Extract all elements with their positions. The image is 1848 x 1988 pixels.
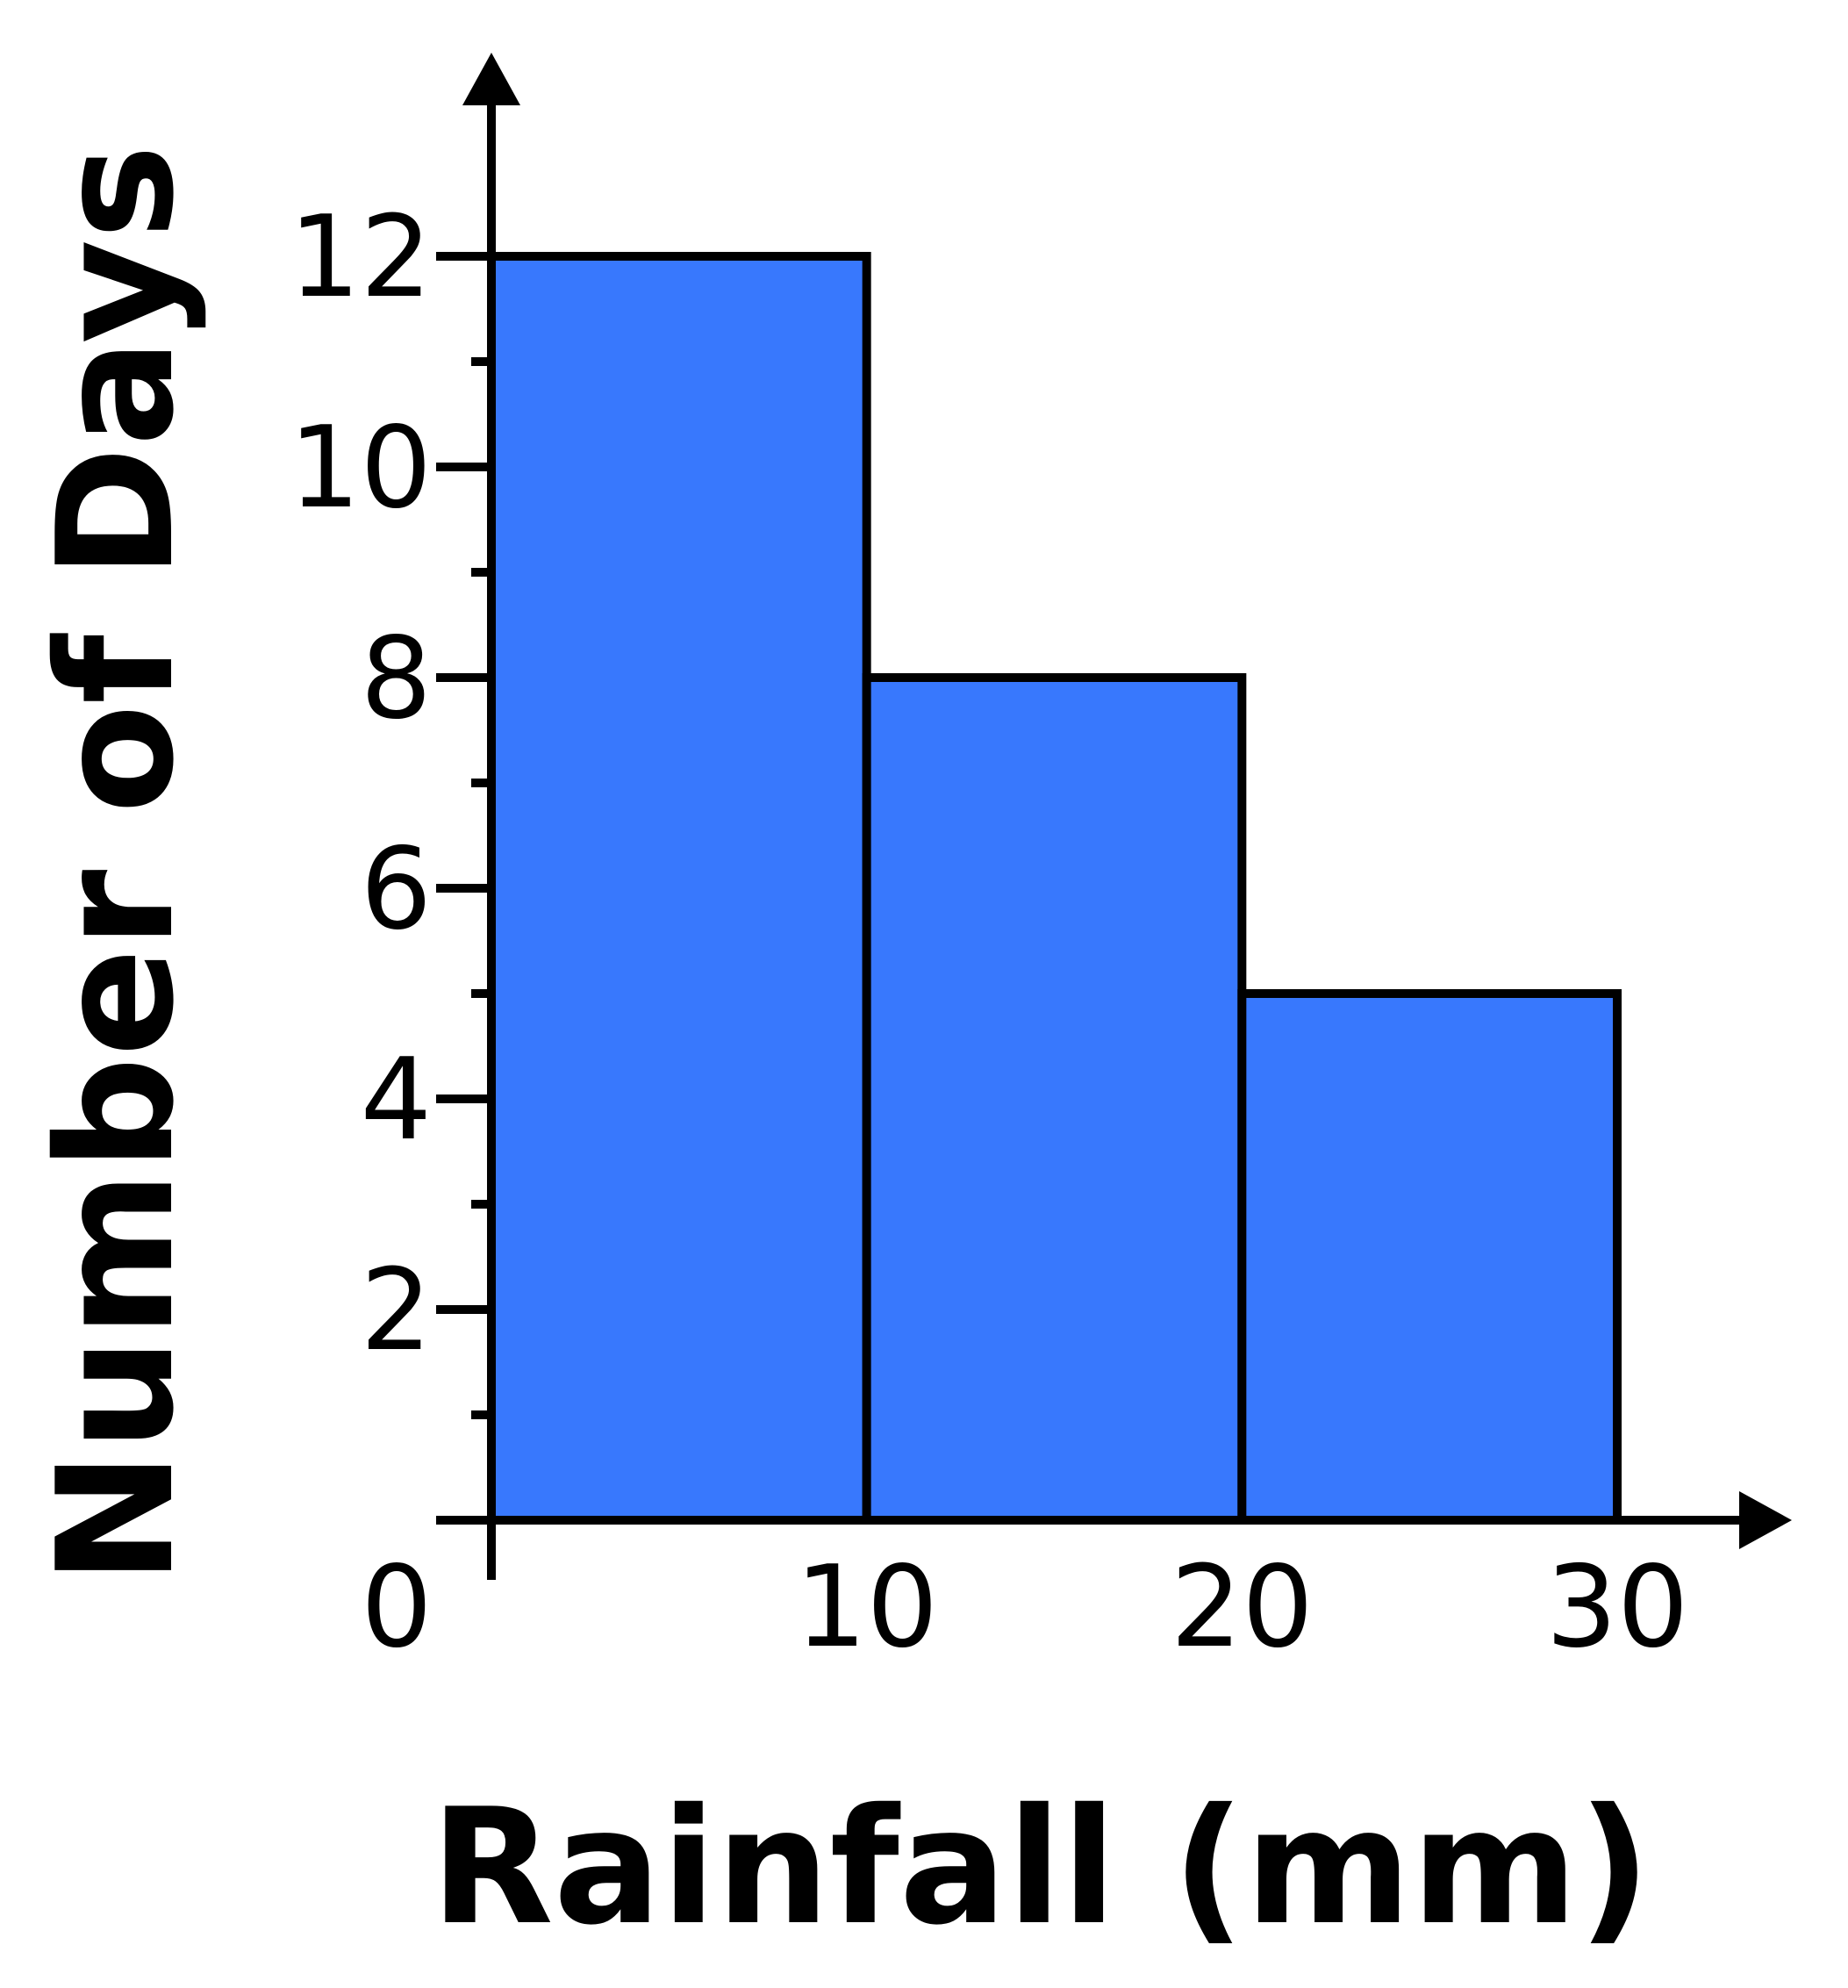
- bar-20-30: [1237, 989, 1622, 1525]
- origin-label: 0: [361, 1542, 432, 1673]
- x-tick-label-30: 30: [1546, 1542, 1689, 1673]
- y-ticks-group: 2 4 6 8 10 12: [289, 192, 491, 1419]
- x-ticks-group: 10 20 30: [487, 1520, 1689, 1673]
- y-tick-label-4: 4: [361, 1035, 432, 1166]
- x-axis-title: Rainfall (mm): [431, 1774, 1651, 1960]
- x-tick-label-10: 10: [795, 1542, 938, 1673]
- x-axis-arrow: [1739, 1491, 1792, 1549]
- y-tick-label-12: 12: [289, 192, 432, 323]
- y-tick-label-8: 8: [361, 614, 432, 744]
- axes-group: [436, 53, 1792, 1580]
- bar-10-20: [862, 673, 1247, 1525]
- y-axis-arrow: [462, 53, 520, 105]
- bars-group: [487, 252, 1622, 1525]
- y-tick-label-2: 2: [361, 1245, 432, 1376]
- y-tick-label-10: 10: [289, 403, 432, 534]
- y-tick-label-6: 6: [361, 824, 432, 955]
- x-tick-label-20: 20: [1171, 1542, 1314, 1673]
- bar-0-10: [487, 252, 871, 1525]
- y-axis-title: Number of Days: [23, 144, 209, 1584]
